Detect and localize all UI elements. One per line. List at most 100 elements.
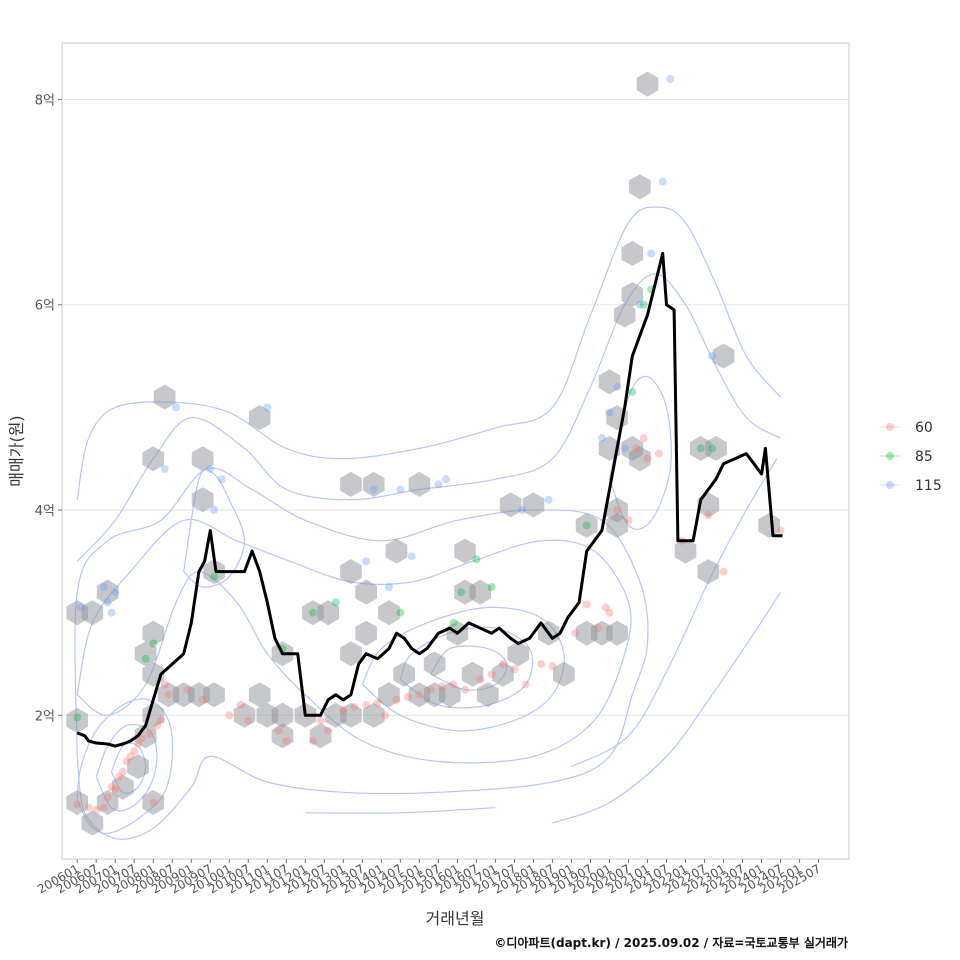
scatter-point-85 (628, 387, 637, 396)
hexbin-cell (712, 343, 735, 369)
scatter-point-60 (510, 665, 519, 674)
hexbin-cell (423, 651, 446, 677)
scatter-point-115 (206, 464, 215, 473)
hexbin-cell (355, 620, 377, 646)
scatter-point-115 (620, 444, 629, 453)
scatter-point-60 (613, 506, 622, 515)
scatter-point-60 (654, 449, 663, 458)
y-axis: 2억 4억 6억 8억 (35, 93, 62, 724)
hexbin-cell (248, 405, 271, 431)
hexbin-cell (340, 702, 362, 728)
hexbin-cell (248, 682, 271, 708)
scatter-point-60 (183, 685, 192, 694)
hexbin-cell (499, 492, 522, 518)
hexbin-cell (142, 446, 165, 472)
scatter-point-60 (99, 803, 108, 812)
scatter-point-60 (594, 624, 603, 633)
scatter-point-60 (236, 701, 245, 710)
legend-key-point (886, 423, 894, 431)
hexbin-cell (355, 579, 377, 605)
legend-label: 85 (915, 449, 933, 465)
hexbin-cell (96, 579, 119, 605)
scatter-point-60 (164, 690, 173, 699)
hexbin-cell (66, 790, 88, 815)
scatter-point-60 (339, 706, 348, 715)
hexbin-cell (81, 600, 104, 626)
x-axis-title: 거래년월 (426, 909, 485, 928)
hexbin-cell (191, 446, 214, 472)
scatter-point-85 (308, 608, 317, 617)
legend-label: 60 (915, 420, 933, 436)
scatter-point-60 (487, 670, 496, 679)
hexbin-cell (81, 810, 104, 836)
scatter-point-60 (381, 711, 390, 720)
hexbin-cell (613, 302, 636, 328)
hexbin-cell (362, 471, 385, 497)
hexbin-cell (153, 384, 176, 410)
scatter-point-85 (210, 572, 219, 581)
scatter-point-60 (438, 682, 447, 691)
scatter-point-60 (426, 685, 435, 694)
y-axis-title: 매매가(원) (7, 415, 26, 486)
scatter-point-60 (537, 659, 546, 668)
scatter-point-115 (518, 506, 527, 515)
scatter-point-60 (548, 662, 557, 671)
hexbin-cell (233, 702, 256, 728)
scatter-point-60 (126, 752, 135, 761)
scatter-point-60 (134, 740, 143, 749)
scatter-point-85 (149, 639, 158, 648)
scatter-point-60 (122, 757, 131, 766)
hexbin-cell (134, 723, 157, 749)
hexbin-cell (378, 682, 400, 708)
hexbin-cell (393, 661, 415, 687)
hexbin-cell (758, 512, 780, 538)
scatter-point-115 (362, 557, 371, 566)
hexbin-cell (134, 641, 157, 667)
hexbin-cell (697, 559, 720, 585)
hexbin-cell (492, 661, 514, 687)
hexbin-cell (621, 282, 644, 307)
scatter-point-115 (407, 552, 416, 561)
hexbin-cell (575, 512, 598, 538)
scatter-point-85 (141, 654, 150, 663)
hexbin-cell (636, 71, 659, 97)
scatter-points (73, 74, 785, 814)
scatter-point-115 (613, 382, 622, 391)
hexbin-cell (340, 559, 362, 585)
hexbin-cell (629, 446, 651, 472)
hexbin-cell (378, 600, 400, 626)
scatter-point-60 (324, 726, 333, 735)
hexbin-cell (629, 174, 651, 200)
hexbin-cell (271, 723, 294, 749)
scatter-point-60 (145, 729, 154, 738)
scatter-point-115 (77, 603, 86, 612)
legend: 60 85 115 (880, 420, 942, 494)
hexbin-cell (385, 538, 408, 564)
density-contour (183, 468, 246, 588)
scatter-point-60 (118, 767, 127, 776)
y-tick-label: 8억 (35, 93, 55, 108)
scatter-point-60 (639, 434, 648, 443)
scatter-point-85 (73, 713, 82, 722)
scatter-point-60 (225, 711, 234, 720)
scatter-point-60 (156, 716, 165, 725)
hexbin-cell (142, 620, 165, 646)
scatter-point-60 (403, 692, 412, 701)
hexbin-cell (606, 620, 628, 646)
hexbin-cell (621, 240, 644, 266)
scatter-point-60 (476, 675, 485, 684)
scatter-point-60 (624, 516, 633, 525)
scatter-point-60 (274, 726, 283, 735)
hexbin-cell (203, 559, 225, 585)
scatter-point-60 (499, 659, 508, 668)
hexbin-cell (439, 682, 461, 708)
legend-key-point (886, 452, 894, 460)
scatter-point-115 (605, 408, 614, 417)
x-axis: 2006012006072007012007072008012008072009… (35, 859, 823, 897)
scatter-point-60 (107, 783, 116, 792)
scatter-point-60 (115, 772, 124, 781)
scatter-point-60 (130, 747, 139, 756)
density-contour (95, 723, 158, 812)
scatter-point-60 (198, 695, 207, 704)
scatter-point-60 (111, 785, 120, 794)
